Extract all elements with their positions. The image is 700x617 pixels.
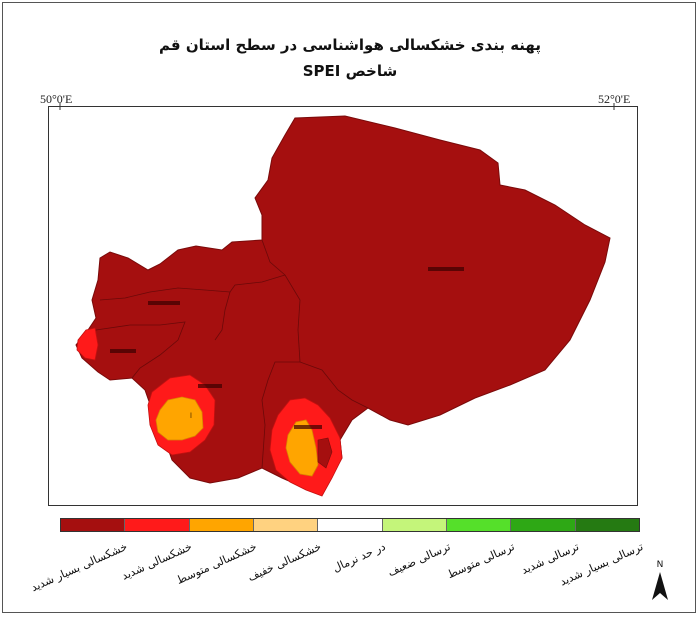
district-label-mark: [110, 349, 136, 353]
district-boundary: [99, 274, 286, 301]
legend-swatch: [125, 519, 190, 531]
district-boundary: [299, 361, 369, 409]
legend-label-text: خشکسالی خفیف: [245, 540, 324, 584]
district-label-mark: [428, 267, 464, 271]
legend-label: ترسالی بسیار شدید: [558, 534, 645, 594]
district-boundary: [261, 239, 301, 363]
map-subtitle: شاخص SPEI: [302, 62, 398, 80]
district-boundary: [95, 321, 186, 379]
legend-label: خشکسالی بسیار شدید: [29, 534, 129, 594]
legend-label-text: ترسالی ضعیف: [385, 540, 452, 580]
legend-label-text: ترسالی متوسط: [445, 540, 517, 582]
legend-swatch: [382, 519, 447, 531]
district-label-mark: [294, 425, 322, 429]
moderate-drought-patch-southwest: [155, 396, 204, 441]
north-letter: N: [656, 560, 664, 570]
small-map-marker: l: [190, 412, 192, 420]
legend-swatch: [189, 519, 254, 531]
moderate-drought-patch-south: [285, 419, 319, 477]
north-arrow-icon: [652, 572, 668, 600]
map-frame: [48, 106, 638, 506]
legend-label-text: در حد نرمال: [330, 540, 388, 575]
legend-swatch: [318, 519, 383, 531]
legend-label: خشکسالی خفیف: [246, 534, 323, 594]
district-label-mark: [198, 384, 222, 388]
legend-swatch: [511, 519, 576, 531]
legend-label: ترسالی متوسط: [445, 534, 516, 594]
legend-color-bar: [60, 518, 640, 532]
north-arrow: N: [648, 560, 672, 604]
district-label-mark: [148, 301, 180, 305]
district-boundary: [214, 291, 231, 341]
longitude-label-right: 52°0'E: [598, 92, 631, 106]
legend-label: ترسالی ضعیف: [382, 534, 452, 594]
legend-swatch: [575, 519, 639, 531]
legend-label: در حد نرمال: [318, 534, 388, 594]
legend-labels: خشکسالی بسیار شدید خشکسالی شدید خشکسالی مت…: [29, 534, 645, 604]
severe-drought-patch-west: [76, 327, 99, 361]
legend-swatch: [446, 519, 512, 531]
longitude-label-left: 50°0'E: [40, 92, 73, 106]
legend-label: خشکسالی متوسط: [174, 534, 258, 594]
legend-swatch: [253, 519, 319, 531]
district-boundary: [261, 361, 300, 469]
legend-swatch: [61, 519, 126, 531]
very-severe-core-south: [317, 437, 333, 469]
map-title: پهنه بندی خشکسالی هواشناسی در سطح استان …: [159, 36, 541, 54]
